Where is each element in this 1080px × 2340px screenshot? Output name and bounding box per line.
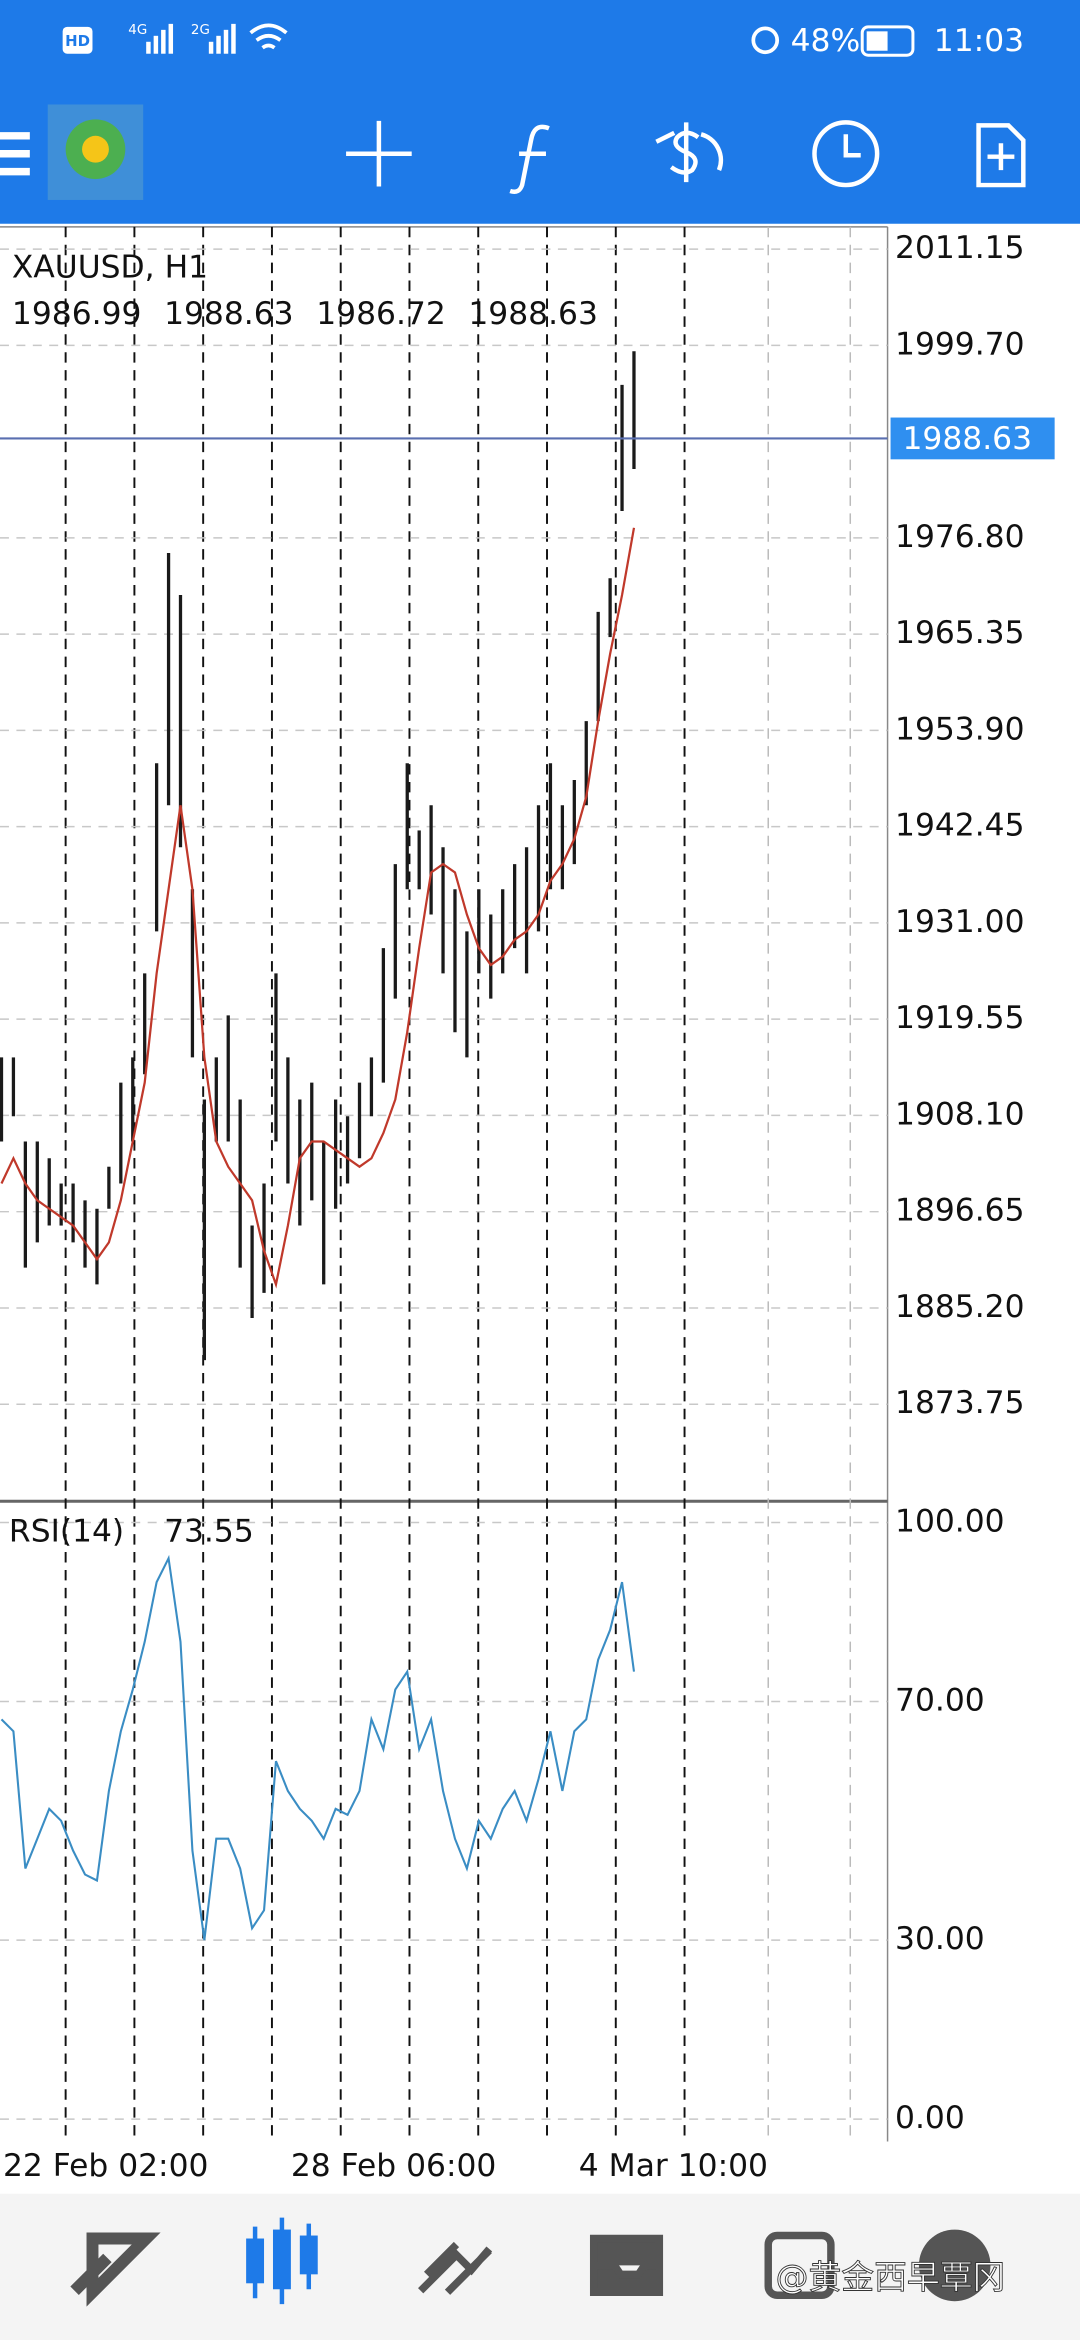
y-tick-label: 1896.65 [895, 1193, 1025, 1229]
nav-icons[interactable] [70, 2217, 991, 2307]
y-tick-label: 1908.10 [895, 1096, 1025, 1132]
y-tick-label: 1953.90 [895, 711, 1025, 747]
y-tick-label: 1873.75 [895, 1385, 1025, 1421]
hd-badge [62, 26, 93, 54]
app-bar [0, 0, 1080, 224]
y-tick-label: 1931.00 [895, 904, 1025, 940]
battery-percent: 48% [791, 23, 861, 59]
y-tick-label: 1999.70 [895, 326, 1025, 362]
y-tick-label: 1965.35 [895, 615, 1025, 651]
y-tick-label: 1942.45 [895, 808, 1025, 844]
moving-average [0, 527, 636, 1289]
y-tick-label: 100.00 [895, 1503, 1005, 1539]
app-logo-mark [82, 135, 109, 163]
indicator-title: RSI(14) [9, 1514, 124, 1550]
last-price-label: 1988.63 [902, 421, 1032, 457]
last-price-box [890, 417, 1055, 460]
y-tick-label: 2011.15 [895, 230, 1025, 266]
rsi-line [0, 1554, 636, 1941]
hd-text: HD [65, 32, 90, 50]
signal-icons [146, 23, 288, 54]
y-tick-label: 1919.55 [895, 1000, 1025, 1036]
clock: 11:03 [934, 23, 1024, 59]
quote-value: 1986.72 [316, 296, 446, 332]
x-axis-label: 28 Feb 06:00 [291, 2148, 496, 2184]
x-axis-label: 22 Feb 02:00 [3, 2148, 208, 2184]
y-tick-label: 30.00 [895, 1921, 985, 1957]
quote: 1986.99 1988.63 1986.72 1988.63 [12, 296, 598, 332]
y-tick-label: 1885.20 [895, 1289, 1025, 1325]
net-label: 2G [191, 23, 210, 38]
plots: 2011.15 1999.70 1976.80 1965.35 1953.90 1942.… [0, 230, 1055, 2136]
quote-value: 1986.99 [12, 296, 142, 332]
alarm-icon [751, 26, 780, 55]
watermark: @黄金西早覃冈 [776, 2258, 1006, 2296]
bottom-nav [0, 2193, 1080, 2340]
symbol-title: XAUUSD, H1 [12, 250, 208, 286]
y-tick-label: 0.00 [895, 2100, 965, 2136]
battery-icon [860, 25, 915, 57]
battery-level [866, 31, 888, 51]
x-axis-label: 4 Mar 10:00 [579, 2148, 768, 2184]
quote-value: 1988.63 [468, 296, 598, 332]
chart-area [0, 223, 1080, 2142]
y-tick-label: 70.00 [895, 1682, 985, 1718]
indicator-value: 73.55 [164, 1514, 254, 1550]
toolbar-icons[interactable] [346, 120, 1026, 194]
menu-icon[interactable] [0, 132, 30, 176]
quote-value: 1988.63 [164, 296, 294, 332]
net-label: 4G [128, 23, 147, 38]
y-tick-label: 1976.80 [895, 519, 1025, 555]
